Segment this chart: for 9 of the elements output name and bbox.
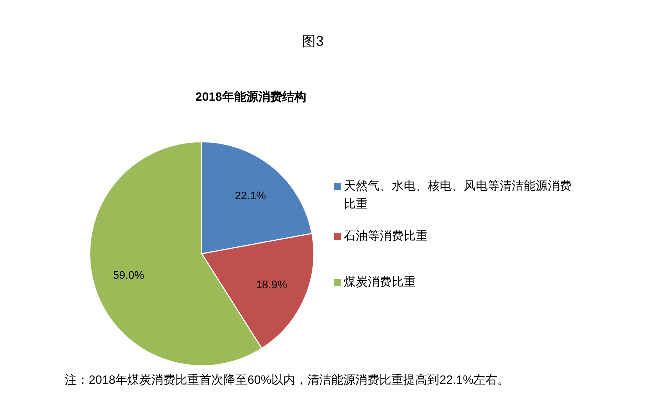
data-label: 18.9%	[256, 279, 288, 292]
legend-label: 石油等消费比重	[344, 229, 428, 243]
chart-subtitle: 2018年能源消费结构	[196, 90, 306, 104]
legend-label: 煤炭消费比重	[344, 275, 416, 289]
data-label: 59.0%	[113, 270, 145, 282]
text: 注：2018年煤炭消费比重首次降至60%以内，清洁能源消费比重提高到22.1%左右。	[65, 373, 510, 387]
chart-title: 图3	[302, 33, 324, 49]
data-label: 22.1%	[235, 190, 267, 202]
legend-label: 天然气、水电、核电、风电等清洁能源消费比重	[344, 179, 572, 211]
